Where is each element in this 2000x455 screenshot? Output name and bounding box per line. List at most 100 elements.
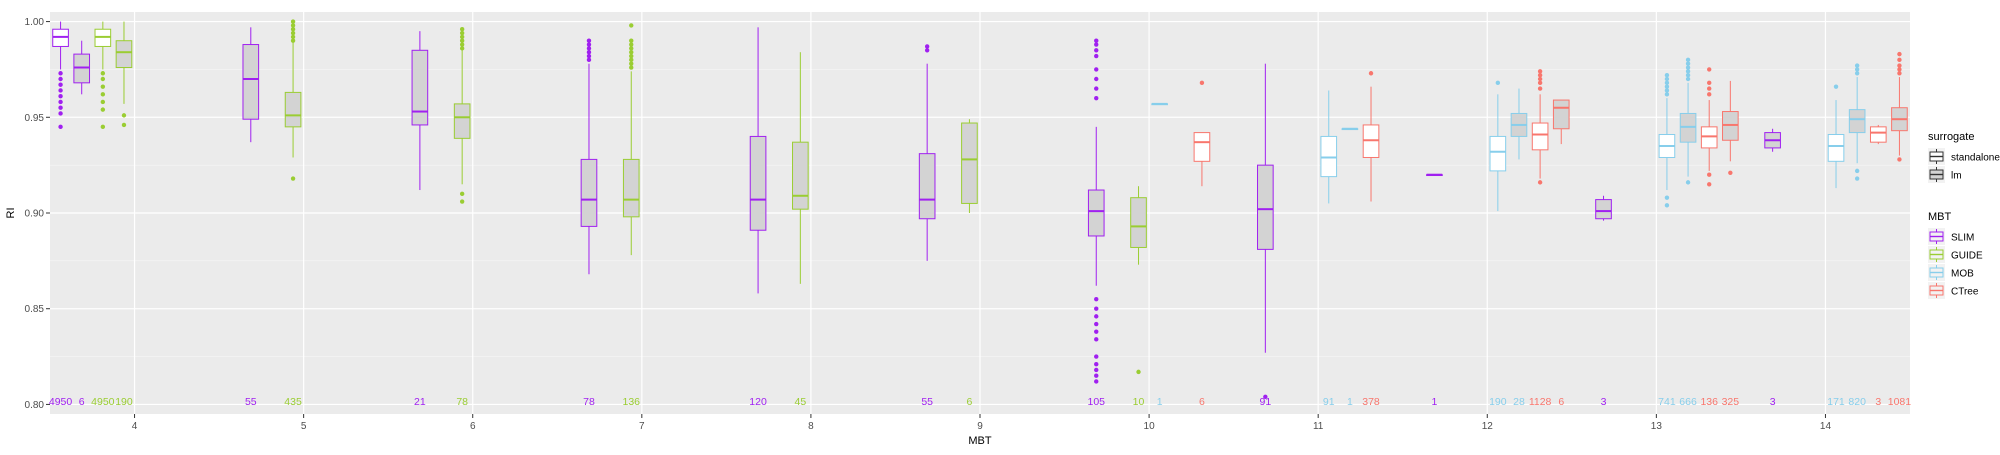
outlier-point [290,23,296,28]
outlier-point [1685,61,1691,66]
box-body [749,135,767,231]
outlier-point [1897,71,1902,76]
count-label: 120 [749,396,767,408]
y-tick-label: 0.95 [25,113,45,124]
outlier-point [1094,306,1099,311]
box-6-guide-lm [453,27,471,204]
count-label: 45 [794,396,806,408]
outlier-point [100,84,106,89]
outlier-point [924,44,930,49]
x-axis: 4 5 6 7 8 9 10 11 12 13 14 [132,414,1831,432]
outlier-point [586,42,592,47]
outlier-point [1094,367,1099,373]
count-label: 6 [967,396,973,408]
count-label: 28 [1513,396,1525,408]
box-10-guide-lm [1130,186,1147,375]
outlier-point [58,94,63,99]
outlier-point [459,38,465,43]
x-tick-label: 11 [1313,421,1324,432]
outlier-point [1094,379,1099,384]
outlier-point [100,92,106,97]
count-label: 3 [1875,396,1881,408]
box-13-mob-standalone [1658,72,1676,208]
outlier-point [629,38,634,43]
y-tick-label: 1.00 [25,17,45,28]
box-body [1531,122,1549,151]
outlier-point [1094,329,1099,334]
count-label: 378 [1362,396,1380,408]
legend-label: standalone [1951,153,2000,164]
count-label: 105 [1087,396,1105,408]
outlier-point [1199,80,1205,86]
outlier-point [1854,168,1860,174]
box-7-guide-lm [622,23,640,256]
count-label: 1 [1432,396,1438,408]
outlier-point [100,76,106,82]
count-label: 21 [414,396,426,408]
count-label: 10 [1133,396,1145,408]
box-13-ctree-lm [1722,80,1739,175]
box-11-mob-standalone [1320,90,1338,204]
count-label: 190 [1489,396,1507,408]
count-label: 136 [622,396,640,408]
count-label: 6 [1558,396,1564,408]
box-4-slim-lm [73,40,91,95]
outlier-point [290,176,296,181]
count-label: 55 [245,396,257,408]
box-12-mob-lm [1510,88,1528,160]
x-tick-label: 12 [1482,421,1494,432]
y-tick-label: 0.80 [25,400,45,411]
outlier-point [1664,203,1670,208]
box-14-slim-lm [1764,128,1781,152]
outlier-point [1707,182,1712,187]
box-8-guide-lm [792,52,809,284]
outlier-point [1685,69,1691,74]
box-body [580,158,598,227]
box-body [1552,99,1570,130]
outlier-point [1094,95,1099,101]
count-label: 820 [1848,396,1866,408]
outlier-point [1685,72,1691,78]
box-5-slim-lm [242,27,260,143]
count-label: 78 [583,396,595,408]
count-label: 3 [1601,396,1607,408]
outlier-point [1094,38,1099,43]
box-8-slim-lm [749,27,767,294]
count-label: 4950 [91,396,115,408]
legend-label: SLIM [1951,233,1974,244]
box-4-guide-lm [115,21,133,128]
box-body [453,103,471,139]
box-14-mob-standalone [1827,84,1845,189]
outlier-point [459,199,465,204]
box-body [284,91,302,128]
outlier-point [1897,67,1902,72]
outlier-point [58,99,63,105]
box-6-slim-lm [411,31,429,191]
legend-surrogate: surrogate standalone lm [1928,131,2000,183]
box-body [115,40,133,69]
legend-label: CTree [1951,287,1979,298]
x-tick-label: 5 [301,421,307,432]
box-body [411,49,429,126]
outlier-point [629,23,634,28]
outlier-point [1854,67,1860,72]
box-7-slim-lm [580,38,598,275]
count-label: 91 [1259,396,1271,408]
outlier-point [629,46,634,51]
outlier-point [1495,80,1501,86]
box-body [918,153,936,220]
box-body [1595,199,1612,220]
legend-label: MOB [1951,269,1974,280]
box-13-mob-lm [1679,57,1697,185]
count-labels: 4950 6 4950 190 55 435 21 78 78 136 120 45 55 6 105 10 1… [49,396,1911,408]
box-body [242,44,260,120]
box-13-slim-lm [1595,195,1612,221]
x-tick-label: 10 [1144,421,1156,432]
box-9-guide-lm [961,119,978,213]
count-label: 1 [1347,396,1353,408]
box-body [1848,109,1866,134]
outlier-point [1664,84,1670,89]
box-12-ctree-standalone [1531,69,1549,185]
